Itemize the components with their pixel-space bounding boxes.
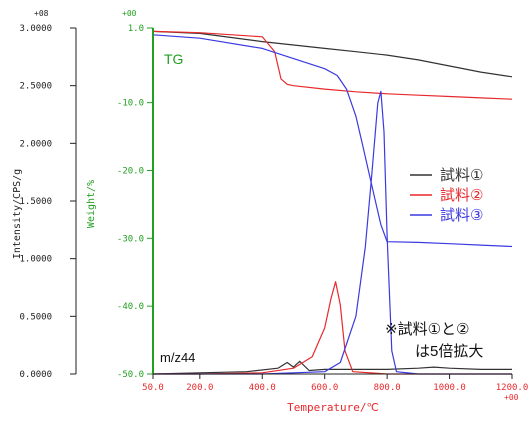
legend-label: 試料③ (440, 207, 483, 224)
legend-label: 試料② (440, 187, 483, 204)
left-axis-tick-label: 0.0000 (19, 370, 52, 380)
left-axis-ticks: 0.0000 0.5000 1.0000 1.5000 2.0000 2.5000 3.00… (19, 24, 76, 380)
magnification-note-line1: ※試料①と② (385, 321, 469, 338)
x-axis-tick-label: 400.0 (249, 383, 276, 393)
legend-label: 試料① (440, 167, 483, 184)
x-axis-tick-label: 200.0 (186, 383, 213, 393)
tg-line-3 (152, 34, 513, 248)
weight-axis-tick-label: 1.0 (128, 24, 144, 34)
magnification-note-line2: は5倍拡大 (415, 343, 483, 360)
x-axis-ticks: 50.0 200.0 400.0 600.0 800.0 1000.0 1200.0 (142, 374, 528, 393)
tg-label: TG (164, 51, 183, 67)
tg-line-1 (152, 30, 513, 78)
left-axis-label: Intensity/CPS/g (12, 169, 23, 259)
weight-axis-label: Weight/% (86, 180, 97, 228)
left-axis-tick-label: 2.0000 (19, 139, 52, 149)
x-axis-multiplier: +00 (504, 393, 519, 402)
tg-line-2 (152, 30, 513, 100)
x-axis-tick-label: 600.0 (311, 383, 338, 393)
left-axis-tick-label: 1.0000 (19, 255, 52, 265)
weight-axis-multiplier: +00 (122, 9, 137, 18)
legend: 試料① 試料② 試料③ (410, 167, 483, 224)
weight-axis-ticks: -50.0 -40.0 -30.0 -20.0 -10.0 1.0 (117, 24, 153, 380)
series-layer (152, 30, 513, 375)
left-axis-tick-label: 1.5000 (19, 197, 52, 207)
left-axis-tick-label: 0.5000 (19, 312, 52, 322)
x-axis-tick-label: 1200.0 (496, 383, 529, 393)
weight-axis-tick-label: -50.0 (117, 370, 144, 380)
x-axis-tick-label: 1000.0 (433, 383, 466, 393)
weight-axis-tick-label: -40.0 (117, 302, 144, 312)
x-axis-tick-label: 800.0 (374, 383, 401, 393)
weight-axis-tick-label: -10.0 (117, 99, 144, 109)
left-axis-multiplier: +08 (34, 9, 49, 18)
weight-axis-tick-label: -30.0 (117, 234, 144, 244)
x-axis-label: Temperature/℃ (287, 401, 379, 414)
mz44-line-3 (153, 90, 512, 375)
mz44-line-1 (152, 360, 512, 375)
left-axis-tick-label: 3.0000 (19, 24, 52, 34)
mz44-label: m/z44 (160, 350, 195, 365)
left-axis-tick-label: 2.5000 (19, 82, 52, 92)
weight-axis-tick-label: -20.0 (117, 166, 144, 176)
x-axis-tick-label: 50.0 (142, 383, 164, 393)
